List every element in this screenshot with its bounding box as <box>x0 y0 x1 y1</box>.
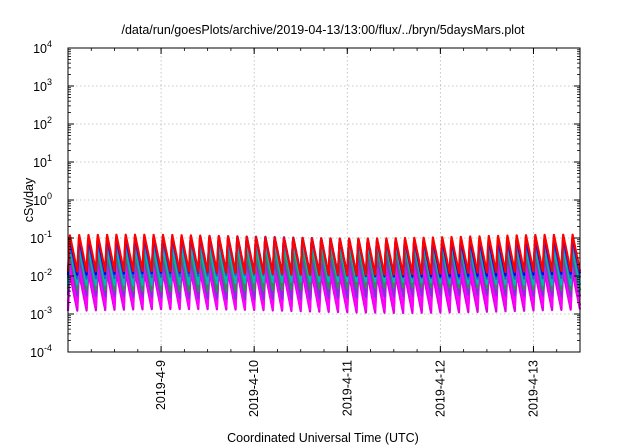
y-tick-label: 10-4 <box>30 343 52 360</box>
x-tick-label: 2019-4-11 <box>340 360 354 416</box>
x-axis: 2019-4-9 2019-4-10 2019-4-11 2019-4-12 2019-… <box>67 48 581 417</box>
chart-title: /data/run/goesPlots/archive/2019-04-13/1… <box>121 23 525 37</box>
x-tick-label: 2019-4-10 <box>247 360 261 417</box>
y-tick-label: 10-2 <box>30 267 52 284</box>
series-line <box>66 233 582 276</box>
x-tick-label: 2019-4-12 <box>433 360 447 417</box>
y-axis-label: cSv/day <box>22 177 36 222</box>
x-axis-label: Coordinated Universal Time (UTC) <box>227 431 419 445</box>
y-tick-label: 101 <box>33 153 52 170</box>
y-tick-label: 100 <box>33 191 52 208</box>
y-tick-label: 10-3 <box>30 305 52 322</box>
x-tick-label: 2019-4-13 <box>526 360 540 417</box>
y-axis: 104 103 102 101 100 10-1 10-2 10-3 10-4 <box>30 39 580 360</box>
y-tick-label: 102 <box>33 115 52 132</box>
y-tick-label: 104 <box>33 39 52 56</box>
series-lines <box>66 233 582 314</box>
x-tick-label: 2019-4-9 <box>154 360 168 410</box>
y-tick-label: 10-1 <box>30 229 52 246</box>
y-tick-label: 103 <box>33 77 52 94</box>
